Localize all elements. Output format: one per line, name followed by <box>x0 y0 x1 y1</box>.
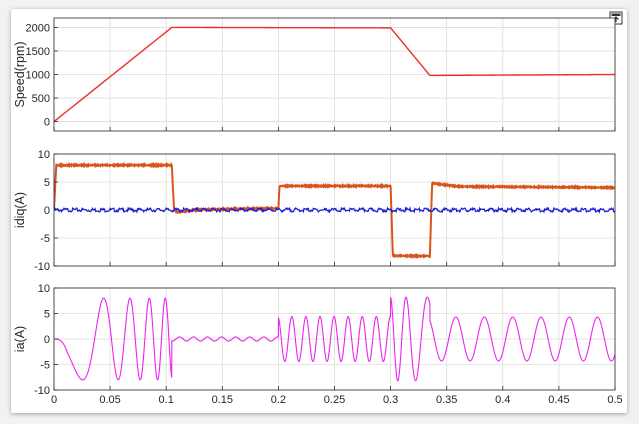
series-line-ia <box>54 296 615 382</box>
y-axis-label: ia(A) <box>13 326 27 352</box>
y-tick-label: 500 <box>32 93 50 105</box>
x-tick-label: 0.3 <box>383 394 398 406</box>
y-tick-label: 2000 <box>26 22 50 34</box>
y-axis-label: idiq(A) <box>13 192 27 228</box>
speed-axes: 0 500 1000 1500 2000 Speed(rpm) <box>13 17 616 132</box>
y-tick-label: 1000 <box>26 70 50 82</box>
figure-window: 0 500 1000 1500 2000 Speed(rpm) -10 -5 0 5 10 idiq… <box>11 9 627 413</box>
y-axis-label: Speed(rpm) <box>13 42 27 108</box>
y-tick-label: 5 <box>44 177 50 189</box>
y-tick-label: 10 <box>38 283 50 295</box>
x-tick-label: 0.05 <box>99 394 120 406</box>
ia-axes: -10 -5 0 5 10 0 0.05 0.1 0.15 0.2 0.25 0.3 0.35 0.4 0.… <box>13 283 623 406</box>
x-tick-label: 0.15 <box>212 394 233 406</box>
y-tick-label: -5 <box>40 360 50 372</box>
idiq-axes: -10 -5 0 5 10 idiq(A) <box>13 149 616 273</box>
x-tick-label: 0.2 <box>271 394 286 406</box>
y-tick-label: -10 <box>34 261 50 273</box>
x-tick-label: 0.4 <box>495 394 510 406</box>
y-tick-label: -10 <box>34 385 50 397</box>
x-tick-label: 0.1 <box>159 394 174 406</box>
y-tick-label: 0 <box>44 117 50 129</box>
x-tick-label: 0 <box>51 394 57 406</box>
series-line-iq <box>54 161 615 259</box>
y-tick-label: 0 <box>44 205 50 217</box>
x-tick-label: 0.45 <box>548 394 569 406</box>
y-tick-label: 10 <box>38 149 50 161</box>
y-tick-label: 5 <box>44 309 50 321</box>
x-tick-label: 0.35 <box>436 394 457 406</box>
y-tick-label: 0 <box>44 334 50 346</box>
series-line-id <box>54 205 615 215</box>
x-tick-label: 0.5 <box>607 394 622 406</box>
x-tick-label: 0.25 <box>324 394 345 406</box>
series-line-speed <box>54 26 615 123</box>
y-tick-label: -5 <box>40 233 50 245</box>
y-tick-label: 1500 <box>26 46 50 58</box>
